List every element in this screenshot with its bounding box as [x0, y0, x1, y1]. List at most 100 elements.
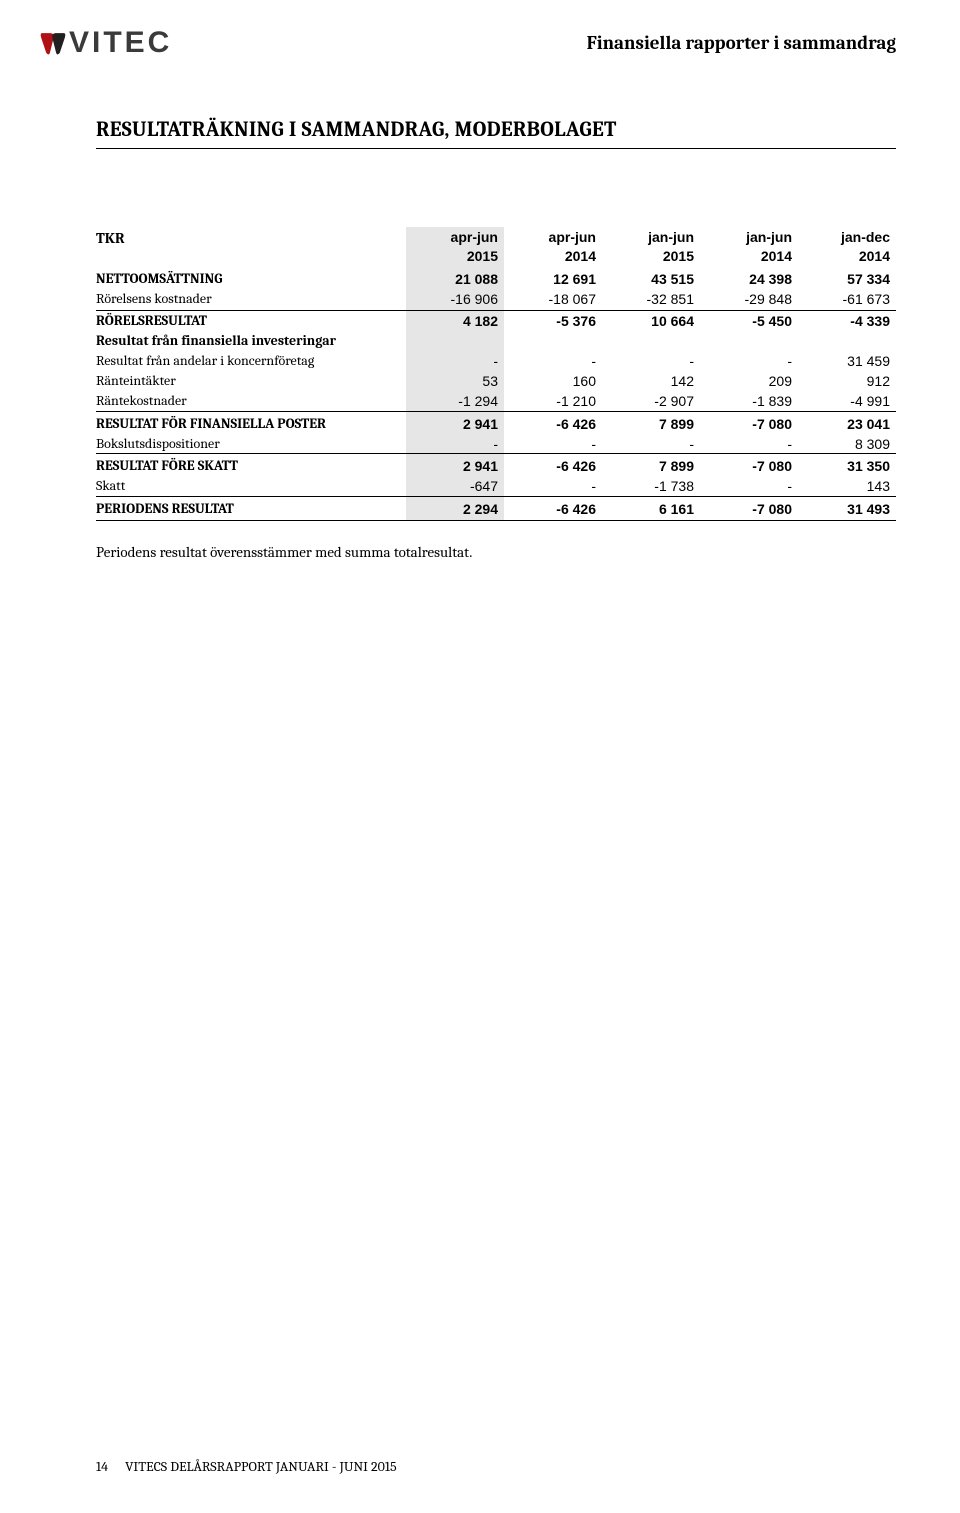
table-row: Räntekostnader-1 294-1 210-2 907-1 839-4…	[96, 391, 896, 412]
cell-value: -	[504, 476, 602, 497]
page-footer: 14 VITECS DELÅRSRAPPORT JANUARI - JUNI 2…	[96, 1458, 397, 1475]
cell-value: 6 161	[602, 496, 700, 520]
cell-value: 21 088	[406, 268, 504, 288]
page-number: 14	[96, 1458, 108, 1475]
cell-value: 209	[700, 371, 798, 391]
col-header-top: jan-jun	[602, 227, 700, 247]
cell-value: 31 350	[798, 454, 896, 476]
col-header-bottom: 2014	[700, 247, 798, 269]
cell-value: -1 294	[406, 391, 504, 412]
cell-value: -6 426	[504, 496, 602, 520]
cell-value: 57 334	[798, 268, 896, 288]
row-label: NETTOOMSÄTTNING	[96, 268, 406, 288]
footer-text: VITECS DELÅRSRAPPORT JANUARI - JUNI 2015	[125, 1458, 397, 1475]
cell-value	[406, 331, 504, 351]
cell-value: 912	[798, 371, 896, 391]
cell-value: 7 899	[602, 411, 700, 433]
col-header-bottom: 2015	[602, 247, 700, 269]
table-row: Skatt-647--1 738-143	[96, 476, 896, 497]
cell-value: -1 839	[700, 391, 798, 412]
cell-value: 12 691	[504, 268, 602, 288]
table-row: Bokslutsdispositioner----8 309	[96, 433, 896, 454]
table-row: Rörelsens kostnader-16 906-18 067-32 851…	[96, 288, 896, 310]
cell-value: -4 991	[798, 391, 896, 412]
table-row: RÖRELSRESULTAT4 182-5 37610 664-5 450-4 …	[96, 310, 896, 331]
row-label: Resultat från andelar i koncernföretag	[96, 351, 406, 371]
cell-value: -	[406, 433, 504, 454]
cell-value: 2 941	[406, 411, 504, 433]
cell-value: 31 493	[798, 496, 896, 520]
cell-value: -	[504, 351, 602, 371]
row-label: RESULTAT FÖR FINANSIELLA POSTER	[96, 411, 406, 433]
row-label: Skatt	[96, 476, 406, 497]
income-statement-table: TKRapr-junapr-junjan-junjan-junjan-dec20…	[96, 227, 896, 521]
table-body: NETTOOMSÄTTNING21 08812 69143 51524 3985…	[96, 268, 896, 520]
col-header-bottom: 2015	[406, 247, 504, 269]
cell-value: -16 906	[406, 288, 504, 310]
cell-value: 143	[798, 476, 896, 497]
cell-value: -5 450	[700, 310, 798, 331]
header-title: Finansiella rapporter i sammandrag	[587, 32, 896, 54]
row-label: RÖRELSRESULTAT	[96, 310, 406, 331]
table-row: RESULTAT FÖR FINANSIELLA POSTER2 941-6 4…	[96, 411, 896, 433]
col-header-top: apr-jun	[406, 227, 504, 247]
col-header-bottom: 2014	[798, 247, 896, 269]
cell-value	[798, 331, 896, 351]
cell-value: 23 041	[798, 411, 896, 433]
section-rule	[96, 148, 896, 149]
cell-value: 31 459	[798, 351, 896, 371]
cell-value	[700, 331, 798, 351]
cell-value: -18 067	[504, 288, 602, 310]
cell-value: -29 848	[700, 288, 798, 310]
cell-value: 142	[602, 371, 700, 391]
cell-value: -	[602, 433, 700, 454]
table-row: NETTOOMSÄTTNING21 08812 69143 51524 3985…	[96, 268, 896, 288]
cell-value: -	[406, 351, 504, 371]
cell-value: -7 080	[700, 454, 798, 476]
cell-value: -7 080	[700, 496, 798, 520]
row-label: RESULTAT FÖRE SKATT	[96, 454, 406, 476]
row-label: Resultat från finansiella investeringar	[96, 331, 406, 351]
footnote: Periodens resultat överensstämmer med su…	[96, 543, 896, 561]
cell-value: -	[700, 433, 798, 454]
col-header-top: jan-dec	[798, 227, 896, 247]
table-head: TKRapr-junapr-junjan-junjan-junjan-dec20…	[96, 227, 896, 268]
logo-text: VITEC	[69, 26, 172, 60]
table-row: Ränteintäkter53160142209912	[96, 371, 896, 391]
cell-value: -32 851	[602, 288, 700, 310]
table-row: RESULTAT FÖRE SKATT2 941-6 4267 899-7 08…	[96, 454, 896, 476]
col-header-bottom: 2014	[504, 247, 602, 269]
cell-value: -647	[406, 476, 504, 497]
cell-value: -4 339	[798, 310, 896, 331]
cell-value: -	[504, 433, 602, 454]
row-label: PERIODENS RESULTAT	[96, 496, 406, 520]
row-header: TKR	[96, 227, 406, 268]
row-label: Ränteintäkter	[96, 371, 406, 391]
cell-value: 7 899	[602, 454, 700, 476]
cell-value: -2 907	[602, 391, 700, 412]
cell-value: 10 664	[602, 310, 700, 331]
cell-value: 4 182	[406, 310, 504, 331]
cell-value: -6 426	[504, 454, 602, 476]
logo: VITEC	[40, 26, 172, 60]
cell-value	[504, 331, 602, 351]
cell-value: -6 426	[504, 411, 602, 433]
page-header: VITEC Finansiella rapporter i sammandrag	[0, 0, 960, 72]
cell-value: 2 941	[406, 454, 504, 476]
cell-value: -61 673	[798, 288, 896, 310]
col-header-top: jan-jun	[700, 227, 798, 247]
row-label: Rörelsens kostnader	[96, 288, 406, 310]
cell-value: 8 309	[798, 433, 896, 454]
cell-value: -1 210	[504, 391, 602, 412]
cell-value: 43 515	[602, 268, 700, 288]
cell-value: 2 294	[406, 496, 504, 520]
table-row: Resultat från andelar i koncernföretag--…	[96, 351, 896, 371]
cell-value	[602, 331, 700, 351]
row-label: Bokslutsdispositioner	[96, 433, 406, 454]
cell-value: -1 738	[602, 476, 700, 497]
cell-value: -	[602, 351, 700, 371]
cell-value: -7 080	[700, 411, 798, 433]
logo-icon	[40, 30, 66, 56]
row-label: Räntekostnader	[96, 391, 406, 412]
section-title: RESULTATRÄKNING I SAMMANDRAG, MODERBOLAG…	[96, 118, 896, 142]
